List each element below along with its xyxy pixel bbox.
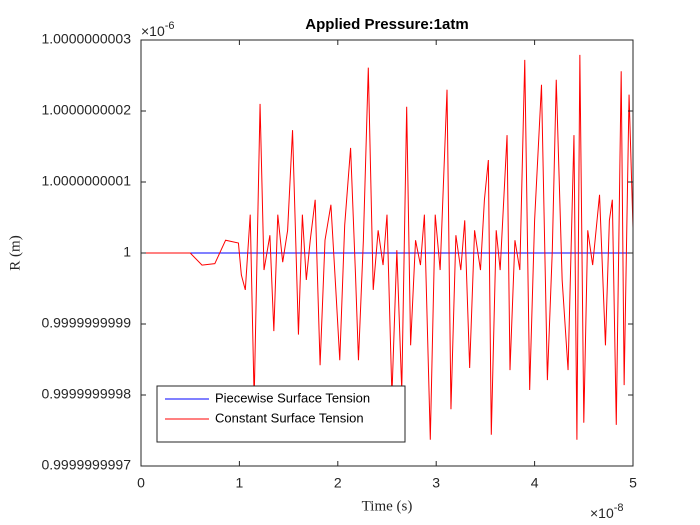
legend: Piecewise Surface Tension Constant Surfac… [156,385,406,443]
legend-label: Constant Surface Tension [215,410,364,425]
x-tick-label: 2 [334,475,342,491]
y-tick-label: 1.0000000001 [41,173,131,189]
x-tick-label: 0 [137,475,145,491]
chart-title: Applied Pressure:1atm [305,16,468,33]
y-multiplier-exponent: -6 [165,20,175,32]
x-tick-label: 4 [531,475,539,491]
plot-lines [141,54,633,440]
series-line [141,54,633,440]
legend-box [156,385,406,443]
x-tick-label: 5 [629,475,637,491]
y-tick-label: 1.0000000002 [41,102,131,118]
x-axis-label: Time (s) [362,498,413,514]
legend-label: Piecewise Surface Tension [215,390,370,405]
y-tick-label: 0.9999999997 [41,457,131,473]
x-multiplier: ×10-8 [590,502,624,521]
x-tick-label: 3 [432,475,440,491]
x-tick-label: 1 [236,475,244,491]
x-multiplier-exponent: -8 [614,502,624,514]
y-tick-label: 0.9999999999 [41,315,131,331]
y-axis-label: R (m) [7,235,23,270]
y-multiplier: ×10-6 [141,20,175,39]
y-tick-label: 1 [123,244,131,260]
y-multiplier-base: ×10 [141,23,165,39]
x-multiplier-base: ×10 [590,505,614,521]
y-tick-label: 0.9999999998 [41,386,131,402]
y-tick-label: 1.0000000003 [41,31,131,47]
